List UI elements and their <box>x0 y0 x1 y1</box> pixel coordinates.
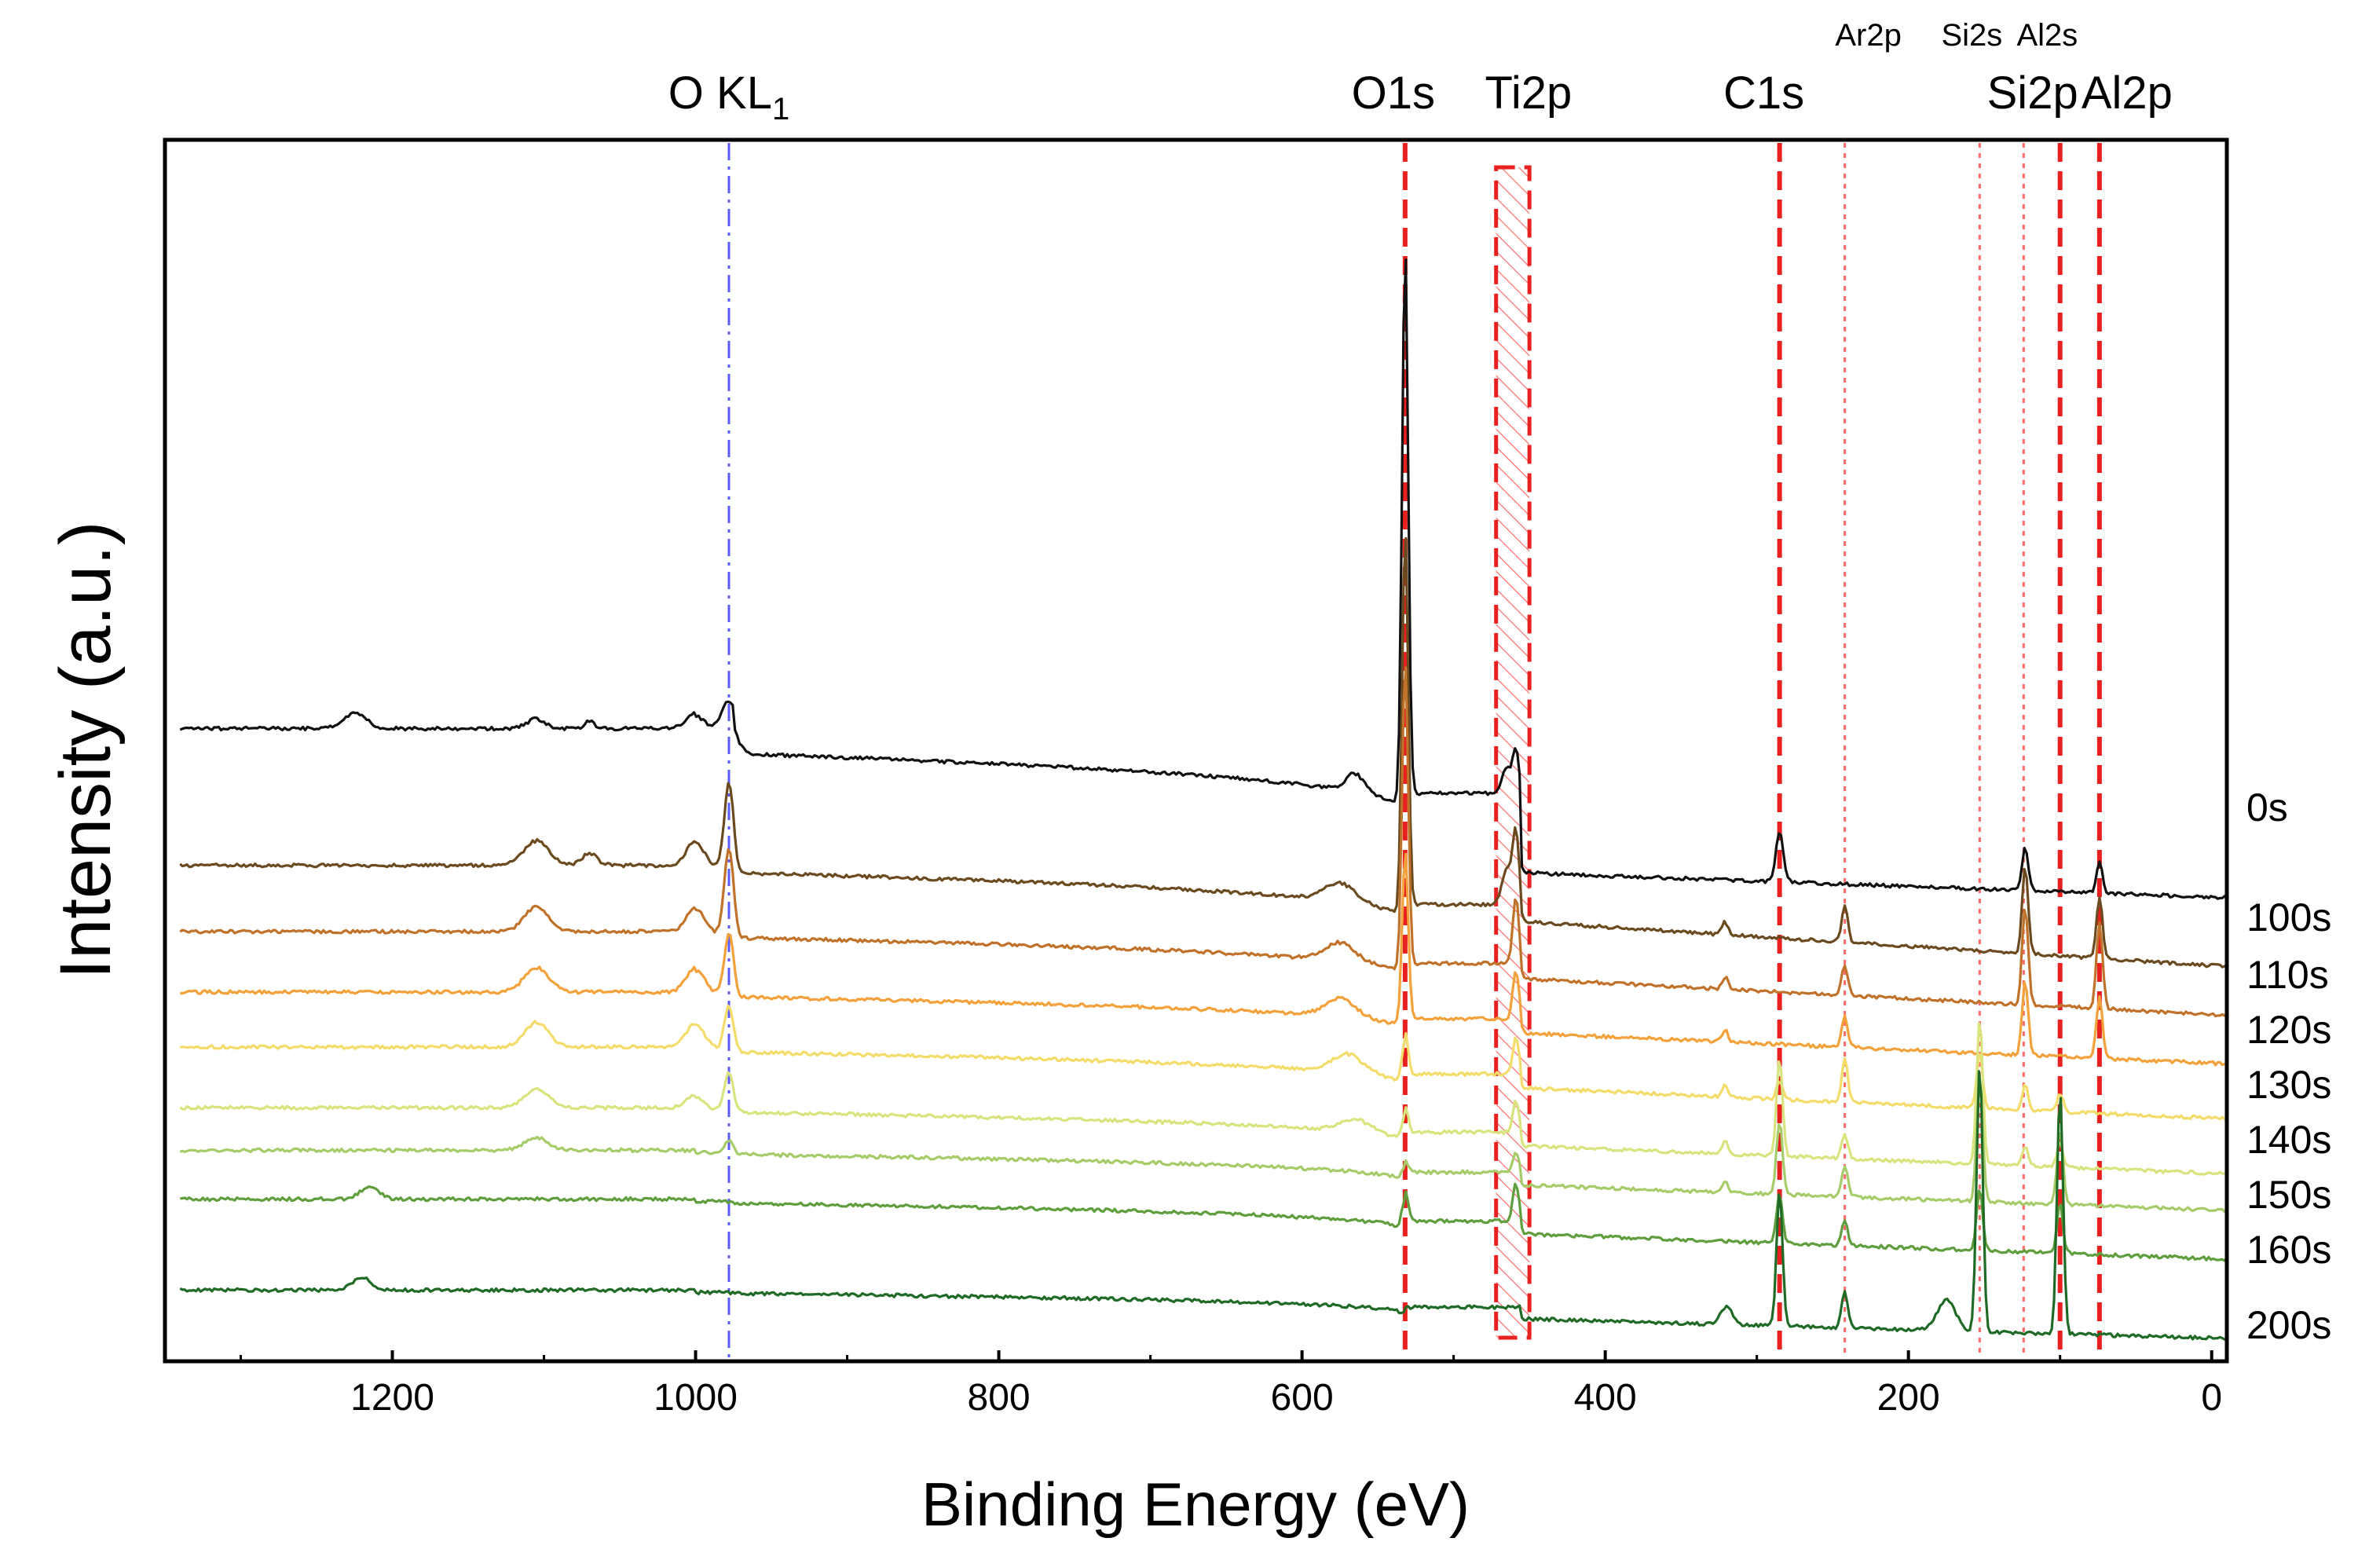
series-line-110s <box>179 666 2228 1018</box>
peak-label-text: Al2s <box>2016 18 2078 53</box>
x-axis-label: Binding Energy (eV) <box>921 1470 1470 1539</box>
x-tick-label: 200 <box>1877 1377 1940 1419</box>
series-label-100s: 100s <box>2246 895 2331 939</box>
peak-label-text: Al2p <box>2082 68 2173 119</box>
series-label-0s: 0s <box>2246 785 2288 829</box>
peak-label-text: O1s <box>1352 68 1435 119</box>
peak-label-c1s: C1s <box>1723 68 1804 119</box>
y-axis-label: Intensity (a.u.) <box>46 522 126 980</box>
series-line-120s <box>180 852 2228 1067</box>
x-tick-label: 0 <box>2201 1377 2222 1419</box>
series-line-200s <box>179 1070 2228 1342</box>
series-label-150s: 150s <box>2246 1173 2331 1217</box>
peak-label-text: Si2s <box>1941 18 2002 53</box>
peak-label-subscript: 1 <box>772 92 789 126</box>
x-tick-label: 600 <box>1271 1377 1334 1419</box>
plot-frame <box>163 137 2229 1364</box>
series-label-140s: 140s <box>2246 1118 2331 1162</box>
series-line-100s <box>179 536 2228 969</box>
peak-label-al2p: Al2p <box>2082 68 2173 119</box>
peak-label-o1s: O1s <box>1352 68 1435 119</box>
series-label-200s: 200s <box>2246 1303 2331 1347</box>
peak-label-si2s: Si2s <box>1941 18 2002 53</box>
x-tick-label: 1000 <box>654 1377 738 1419</box>
spectra-series <box>179 258 2228 1342</box>
series-line-0s <box>179 258 2228 900</box>
series-label-120s: 120s <box>2246 1008 2331 1052</box>
peak-label-text: C1s <box>1723 68 1804 119</box>
peak-label-ar2p: Ar2p <box>1835 18 1902 53</box>
peak-label-text: Ar2p <box>1835 18 1902 53</box>
peak-labels: O KL1 O1s C1s Ar2p Si2s Al2s Si2p Al2p Ti2p <box>668 18 2173 126</box>
reference-lines <box>727 143 2102 1358</box>
peak-label-si2p: Si2p <box>1987 68 2078 119</box>
series-line-140s <box>179 1022 2228 1176</box>
series-label-110s: 110s <box>2246 953 2329 997</box>
peak-label-ti2p: Ti2p <box>1485 68 1573 119</box>
series-line-130s <box>179 1004 2228 1121</box>
series-line-150s <box>179 1081 2228 1214</box>
series-label-130s: 130s <box>2246 1063 2331 1107</box>
series-line-160s <box>180 1182 2228 1262</box>
x-tick-label: 1200 <box>350 1377 434 1419</box>
x-axis-ticks: 1200 1000 800 600 400 200 0 <box>240 1350 2222 1419</box>
peak-label-al2s: Al2s <box>2016 18 2078 53</box>
x-tick-label: 800 <box>968 1377 1031 1419</box>
peak-label-text: Si2p <box>1987 68 2078 119</box>
series-label-160s: 160s <box>2246 1228 2331 1272</box>
peak-label-o-kl: O KL1 <box>668 68 789 126</box>
peak-label-text: O KL <box>668 68 772 119</box>
series-labels: 0s 100s 110s 120s 130s 140s 150s 160s 200s <box>2246 785 2331 1347</box>
x-tick-label: 400 <box>1574 1377 1637 1419</box>
